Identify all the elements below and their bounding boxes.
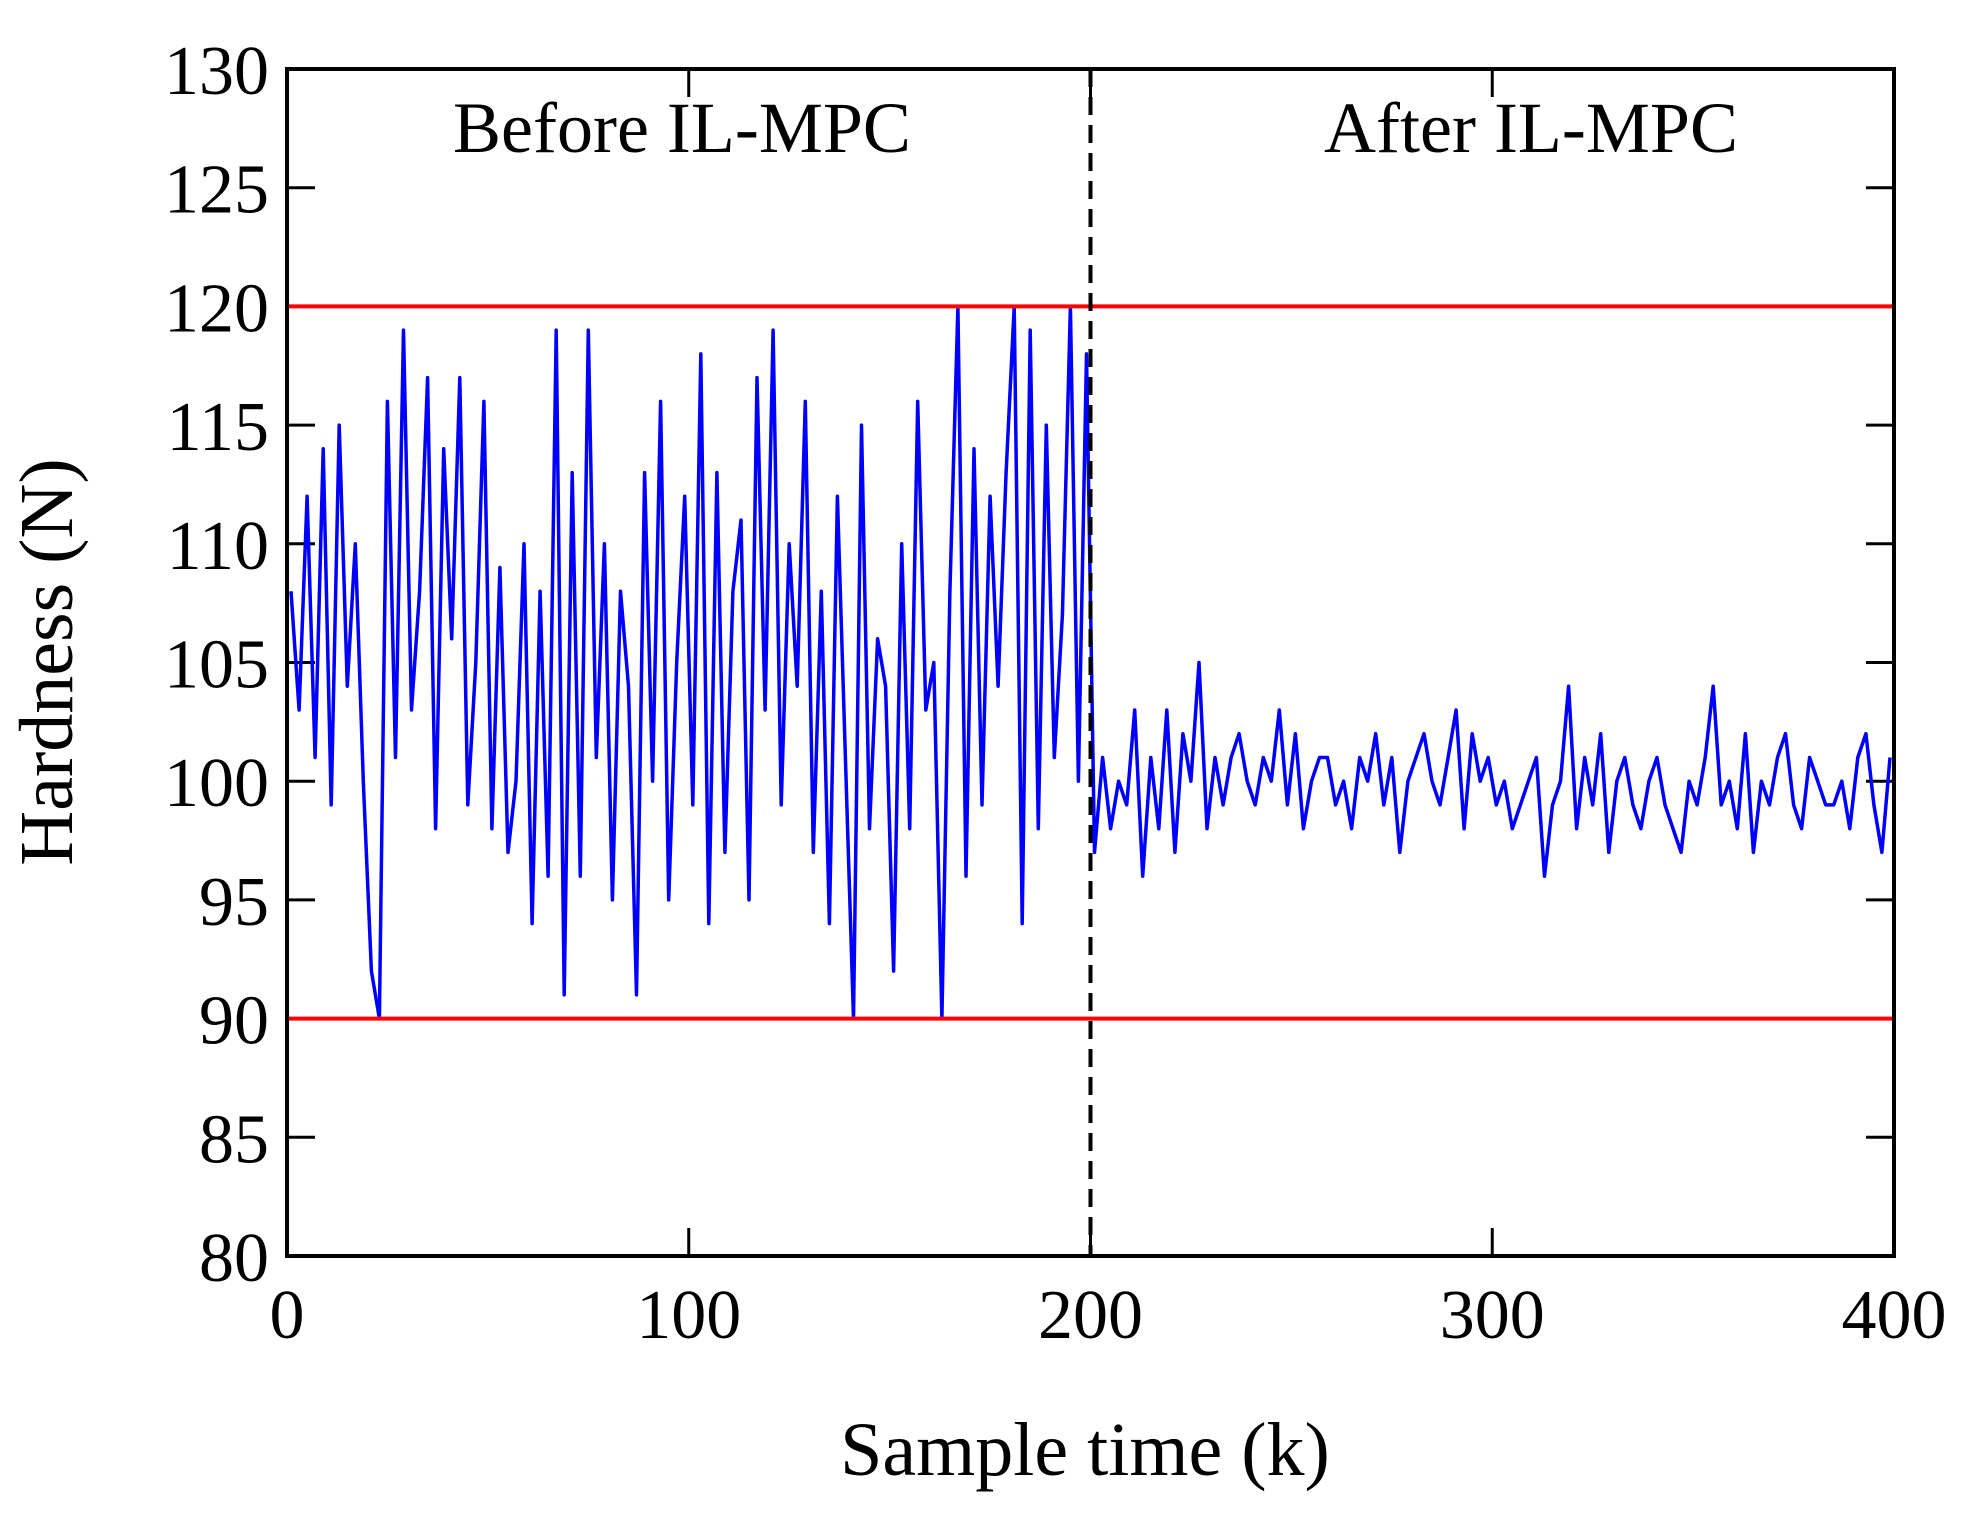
y-tick-label: 110 (167, 508, 269, 585)
x-tick-label: 100 (636, 1277, 741, 1354)
y-tick-label: 80 (199, 1220, 269, 1297)
annotation: Before IL-MPC (453, 88, 911, 168)
annotation: After IL-MPC (1324, 88, 1738, 168)
y-tick-label: 115 (167, 389, 269, 466)
y-tick-label: 130 (164, 33, 269, 110)
y-tick-label: 100 (164, 745, 269, 822)
y-tick-label: 95 (199, 864, 269, 941)
x-tick-label: 400 (1842, 1277, 1947, 1354)
y-tick-label: 90 (199, 983, 269, 1060)
y-tick-label: 85 (199, 1101, 269, 1178)
y-tick-label: 125 (164, 152, 269, 229)
x-axis-label: Sample time (k) (840, 1408, 1330, 1492)
x-tick-label: 200 (1038, 1277, 1143, 1354)
x-tick-label: 0 (270, 1277, 305, 1354)
x-tick-label: 300 (1440, 1277, 1545, 1354)
y-axis-label: Hardness (N) (5, 458, 89, 865)
plot-frame (285, 67, 1896, 1258)
y-tick-label: 105 (164, 627, 269, 704)
y-tick-label: 120 (164, 270, 269, 347)
